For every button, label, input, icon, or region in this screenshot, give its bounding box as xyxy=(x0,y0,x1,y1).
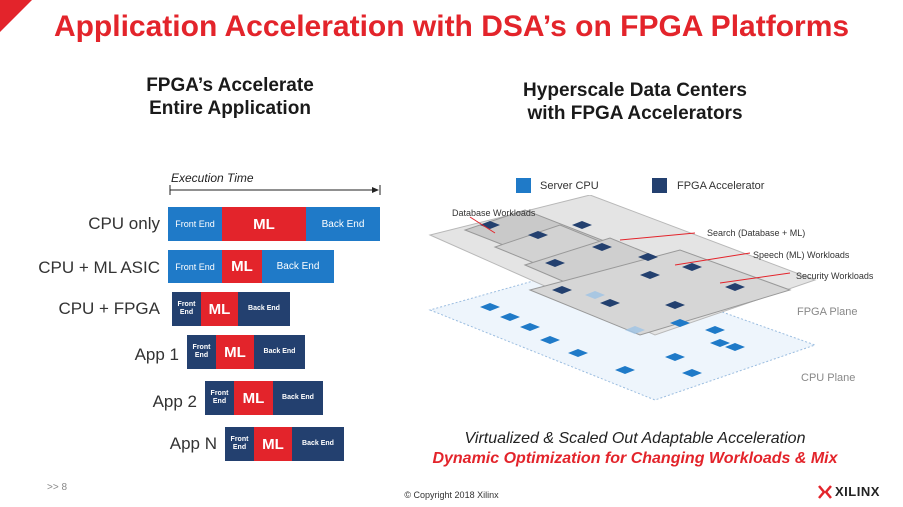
execution-time-label: Execution Time xyxy=(171,171,254,185)
row-label-cpu-fpga: CPU + FPGA xyxy=(58,299,160,318)
bar-app1-front: Front End xyxy=(187,335,216,369)
left-heading: FPGA’s Accelerate Entire Application xyxy=(100,74,360,120)
annotation-lines xyxy=(469,216,791,284)
xilinx-logo-text: XILINX xyxy=(835,484,880,499)
row-label-app-n: App N xyxy=(169,434,217,453)
page-number: >> 8 xyxy=(47,482,68,493)
bar-fpga-ml: ML xyxy=(201,292,238,326)
fpga-accelerators xyxy=(480,221,745,309)
annot-speech: Speech (ML) Workloads xyxy=(753,250,850,260)
legend-fpga-label: FPGA Accelerator xyxy=(677,180,765,192)
xilinx-mark-icon xyxy=(818,484,832,499)
legend-fpga-swatch xyxy=(652,178,667,193)
datacenter-illustration xyxy=(428,195,817,401)
bar-cpu-only-front: Front End xyxy=(168,207,222,241)
caption-dynamic: Dynamic Optimization for Changing Worklo… xyxy=(432,450,838,467)
bar-appn-front: Front End xyxy=(225,427,254,461)
bar-app2-ml: ML xyxy=(234,381,273,415)
right-heading-line2: with FPGA Accelerators xyxy=(527,103,743,124)
legend-server-cpu-label: Server CPU xyxy=(540,180,599,192)
bar-asic-front: Front End xyxy=(168,250,222,283)
left-heading-line2: Entire Application xyxy=(149,98,311,119)
bar-cpu-only-back: Back End xyxy=(306,207,380,241)
corner-accent xyxy=(0,0,32,32)
bar-app1-ml: ML xyxy=(216,335,254,369)
cpu-plane-label: CPU Plane xyxy=(801,372,856,384)
slab-security xyxy=(528,249,792,336)
annot-search: Search (Database + ML) xyxy=(707,228,806,238)
bar-app2-back: Back End xyxy=(273,381,323,415)
row-label-cpu-only: CPU only xyxy=(88,214,160,233)
execution-time-arrow xyxy=(169,185,381,195)
xilinx-logo: XILINX xyxy=(818,484,880,499)
copyright: © Copyright 2018 Xilinx xyxy=(404,490,499,500)
right-heading-line1: Hyperscale Data Centers xyxy=(523,80,747,101)
annot-database: Database Workloads xyxy=(452,208,536,218)
legend-server-cpu-swatch xyxy=(516,178,531,193)
bar-asic-back: Back End xyxy=(262,250,334,283)
right-heading: Hyperscale Data Centers with FPGA Accele… xyxy=(480,79,790,125)
bar-appn-back: Back End xyxy=(292,427,344,461)
fpga-plane-label: FPGA Plane xyxy=(797,306,858,318)
bar-fpga-front: Front End xyxy=(172,292,201,326)
annot-security: Security Workloads xyxy=(796,271,874,281)
row-label-app-2: App 2 xyxy=(152,392,197,411)
row-label-app-1: App 1 xyxy=(134,345,179,364)
server-cpus xyxy=(480,303,745,377)
left-heading-line1: FPGA’s Accelerate xyxy=(146,75,314,96)
bar-app2-front: Front End xyxy=(205,381,234,415)
bar-appn-ml: ML xyxy=(254,427,292,461)
row-label-cpu-ml-asic: CPU + ML ASIC xyxy=(38,258,160,277)
bar-fpga-back: Back End xyxy=(238,292,290,326)
caption-virtualized: Virtualized & Scaled Out Adaptable Accel… xyxy=(464,430,806,447)
slide-title: Application Acceleration with DSA’s on F… xyxy=(53,10,850,43)
bar-cpu-only-ml: ML xyxy=(222,207,306,241)
bar-app1-back: Back End xyxy=(254,335,305,369)
bar-asic-ml: ML xyxy=(222,250,262,283)
